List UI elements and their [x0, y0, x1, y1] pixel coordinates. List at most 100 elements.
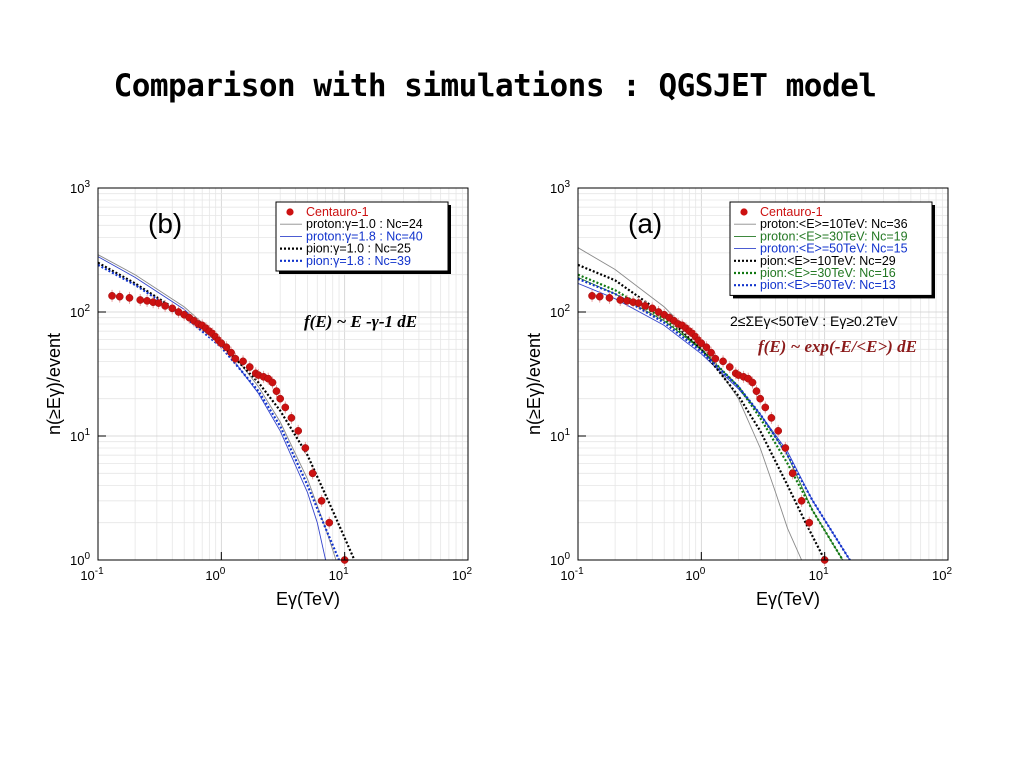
legend-label: pion:<E>=30TeV: Nc=16 [760, 266, 896, 280]
data-point [325, 518, 334, 527]
data-point [231, 354, 240, 363]
legend-label: pion:<E>=50TeV: Nc=13 [760, 278, 896, 292]
x-axis-label: Eγ(TeV) [756, 589, 820, 609]
data-point [641, 302, 649, 310]
y-tick-label: 103 [550, 179, 570, 196]
data-point [308, 469, 317, 478]
legend-marker [286, 208, 294, 216]
y-tick-label: 100 [550, 551, 570, 568]
legend-label: pion:γ=1.0 : Nc=25 [306, 242, 411, 256]
y-tick-label: 101 [550, 427, 570, 444]
data-point [217, 339, 226, 348]
data-point [697, 339, 706, 348]
data-point [767, 414, 776, 422]
formula-label: f(E) ~ exp(-E/<E>) dE [758, 337, 917, 356]
legend-label: proton:<E>=30TeV: Nc=19 [760, 229, 908, 243]
x-tick-label: 100 [205, 566, 225, 583]
x-tick-label: 10-1 [80, 566, 104, 583]
slide-title: Comparison with simulations : QGSJET mod… [113, 68, 877, 104]
data-point [115, 292, 124, 301]
series-line-1 [98, 254, 337, 560]
data-point [276, 394, 285, 403]
series-line-1 [578, 247, 803, 560]
data-point [707, 348, 715, 357]
data-point [317, 496, 326, 505]
series-line-2 [98, 256, 327, 560]
data-point [752, 387, 761, 395]
data-point [588, 291, 596, 300]
data-point [788, 469, 797, 478]
data-point [702, 343, 711, 352]
data-point [719, 357, 727, 366]
legend-box [729, 201, 933, 296]
legend-label: pion:<E>=10TeV: Nc=29 [760, 254, 896, 268]
data-point [725, 363, 734, 371]
data-point [268, 378, 277, 387]
series-line-3 [98, 261, 356, 560]
data-point [239, 357, 247, 366]
chart-panel-a: 10-1 100 101 102100101102103Eγ(TeV)n(≥Eγ)/e… [524, 179, 952, 609]
data-point [245, 363, 254, 371]
data-point [227, 348, 235, 357]
chart-panel-b: 10-1 100 101 102100101102103Eγ(TeV)n(≥Eγ)/e… [44, 179, 472, 609]
y-axis-label: n(≥Eγ)/event [44, 333, 64, 435]
y-tick-label: 100 [70, 551, 90, 568]
panel-label: (b) [148, 208, 182, 239]
data-point [168, 304, 177, 313]
panel-label: (a) [628, 208, 662, 239]
data-point [774, 427, 783, 435]
x-tick-label: 102 [452, 566, 472, 583]
data-point [108, 291, 116, 300]
x-tick-label: 100 [685, 566, 705, 583]
data-point [294, 427, 303, 435]
data-point [756, 394, 765, 403]
data-point [136, 296, 145, 304]
legend-label: proton:γ=1.8 : Nc=40 [306, 229, 423, 243]
x-axis-label: Eγ(TeV) [276, 589, 340, 609]
series-line-4 [98, 263, 341, 560]
series-line-5 [578, 273, 844, 560]
series-line-4 [578, 263, 826, 560]
y-tick-label: 102 [70, 303, 90, 320]
y-tick-label: 103 [70, 179, 90, 196]
plot-frame [97, 187, 469, 561]
data-point [222, 343, 231, 352]
formula-label: f(E) ~ E -γ-1 dE [304, 312, 417, 331]
y-tick-label: 102 [550, 303, 570, 320]
data-points [108, 289, 349, 566]
data-point [161, 302, 169, 310]
legend-box [275, 201, 449, 272]
legend-label: proton:<E>=10TeV: Nc=36 [760, 217, 908, 231]
data-point [605, 294, 614, 302]
cut-annotation: 2≤ΣEγ<50TeV : Eγ≥0.2TeV [730, 313, 898, 329]
x-tick-label: 102 [932, 566, 952, 583]
data-point [761, 403, 770, 412]
y-axis-label: n(≥Eγ)/event [524, 333, 544, 435]
y-tick-label: 101 [70, 427, 90, 444]
data-points [588, 289, 829, 566]
legend-label: proton:<E>=50TeV: Nc=15 [760, 242, 908, 256]
x-tick-label: 101 [329, 566, 349, 583]
data-point [805, 518, 814, 527]
data-point [748, 378, 757, 387]
data-point [797, 496, 806, 505]
data-point [781, 444, 790, 452]
x-tick-label: 10-1 [560, 566, 584, 583]
legend-label: proton:γ=1.0 : Nc=24 [306, 217, 423, 231]
data-point [616, 296, 625, 304]
legend-label: Centauro-1 [306, 205, 369, 219]
data-point [595, 292, 604, 301]
curves [98, 254, 356, 560]
plot-frame [577, 187, 949, 561]
legend-label: pion:γ=1.8 : Nc=39 [306, 254, 411, 268]
data-point [125, 294, 134, 302]
data-point [634, 299, 643, 307]
legend-label: Centauro-1 [760, 205, 823, 219]
data-point [281, 403, 290, 412]
data-point [301, 444, 310, 452]
data-point [154, 299, 163, 307]
data-point [287, 414, 296, 422]
data-point [711, 354, 720, 363]
legend-marker [740, 208, 748, 216]
data-point [272, 387, 281, 395]
